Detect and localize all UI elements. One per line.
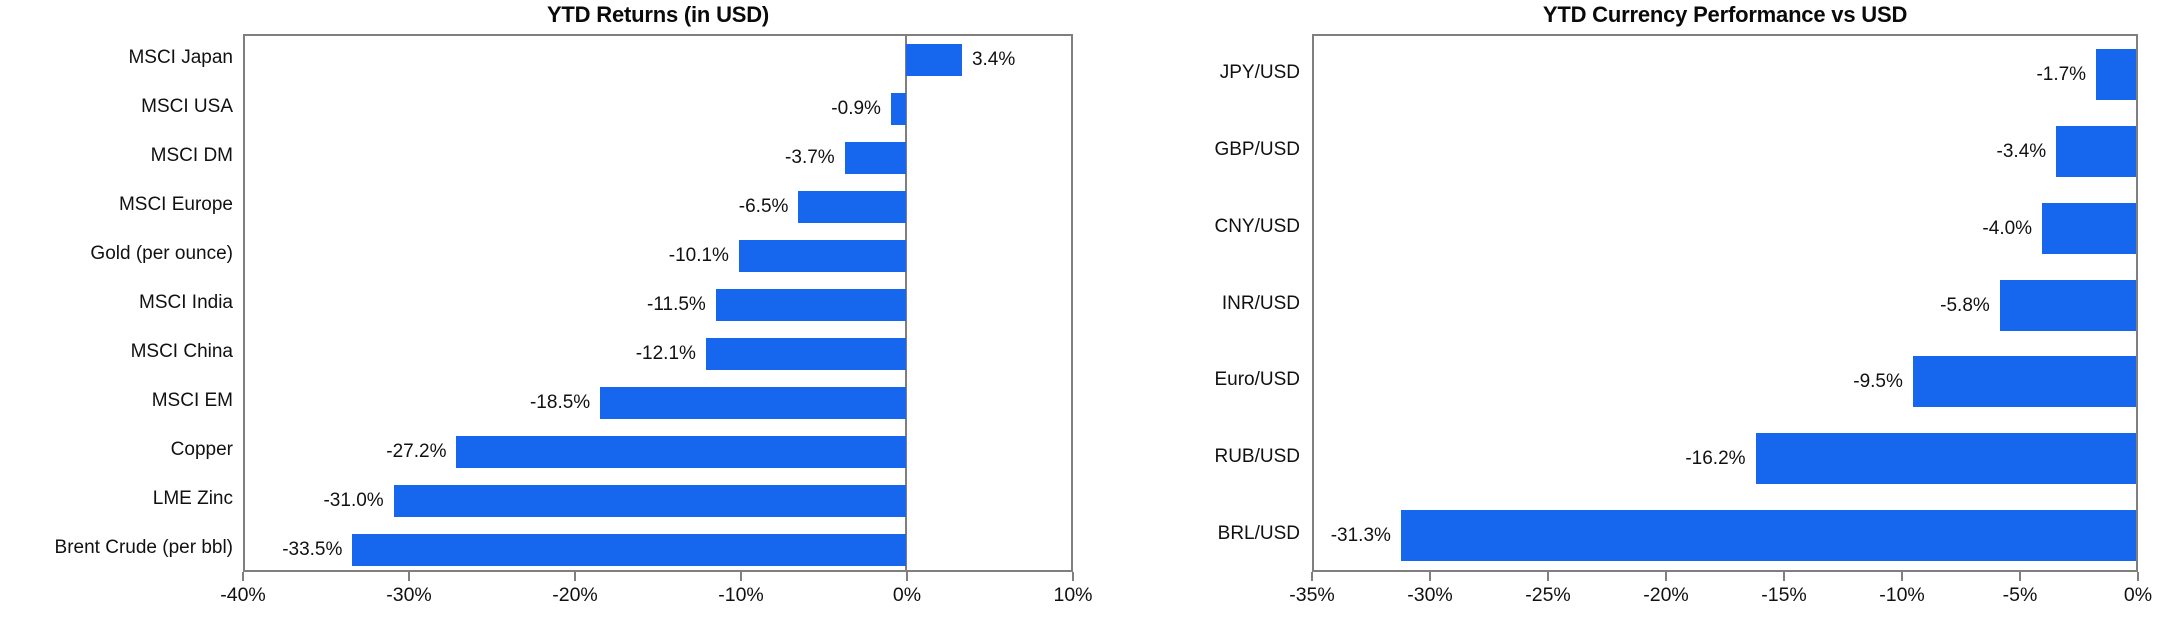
category-label: MSCI DM [150,145,233,166]
x-tick-label: -30% [386,584,432,606]
value-label: -31.3% [1330,524,1391,546]
bar [715,289,906,321]
x-tick-label: -25% [1525,584,1571,606]
x-tick-mark [2137,572,2139,581]
x-tick-label: -10% [718,584,764,606]
value-label: -12.1% [635,343,696,364]
x-tick-label: -20% [1643,584,1689,606]
bar [352,534,906,566]
bar [2042,203,2136,254]
category-label: CNY/USD [1214,215,1300,237]
value-label: -33.5% [282,539,343,560]
bar [844,142,906,174]
category-label: Euro/USD [1214,368,1300,390]
bar [905,44,962,76]
value-label: -6.5% [738,196,789,217]
bar [738,240,906,272]
x-tick-mark [1311,572,1313,581]
x-tick-mark [906,572,908,581]
bar [393,485,906,517]
x-tick-mark [1429,572,1431,581]
category-label: GBP/USD [1214,138,1300,160]
x-tick-mark [740,572,742,581]
x-tick-label: -30% [1407,584,1453,606]
category-label: MSCI USA [141,96,233,117]
x-tick-label: -20% [552,584,598,606]
value-label: 3.4% [971,49,1016,70]
x-tick-mark [1547,572,1549,581]
category-label: Brent Crude (per bbl) [54,537,233,558]
x-tick-label: -40% [220,584,266,606]
value-label: -5.8% [1940,294,1990,316]
category-label: JPY/USD [1219,61,1300,83]
category-label: RUB/USD [1214,445,1300,467]
x-tick-mark [1072,572,1074,581]
x-tick-label: -10% [1879,584,1925,606]
value-label: -0.9% [831,98,881,119]
category-label: BRL/USD [1217,522,1300,544]
category-label: INR/USD [1221,292,1300,314]
bar [600,387,906,419]
x-tick-mark [1665,572,1667,581]
x-tick-label: -35% [1289,584,1335,606]
category-label: MSCI India [139,292,233,313]
plot-area: 3.4% -0.9% -3.7% -6.5% -10.1% -11.5% -12.1% -18… [243,34,1073,572]
x-tick-mark [1783,572,1785,581]
x-tick-mark [1901,572,1903,581]
category-label: MSCI China [130,341,233,362]
bar [798,191,906,223]
chart-ytd-returns: YTD Returns (in USD) MSCI Japan MSCI USA M… [0,0,1093,623]
zero-baseline [904,36,907,570]
category-label: MSCI Japan [128,47,233,68]
bar [1999,280,2136,331]
x-tick-mark [574,572,576,581]
bar [705,338,906,370]
x-tick-label: -5% [2002,584,2038,606]
value-label: -4.0% [1982,217,2033,239]
category-axis: JPY/USD GBP/USD CNY/USD INR/USD Euro/USD RUB/… [1080,34,1300,572]
value-label: -27.2% [386,441,447,462]
x-axis: -40% -30% -20% -10% 0% 10% [220,572,1093,622]
value-label: -18.5% [529,392,591,413]
x-tick-mark [242,572,244,581]
category-label: Copper [170,439,233,460]
bar [1755,433,2136,484]
x-tick-label: 0% [892,584,922,606]
value-label: -3.7% [785,147,835,168]
bar [2056,126,2136,177]
category-label: LME Zinc [152,488,233,509]
category-axis: MSCI Japan MSCI USA MSCI DM MSCI Europe Gold… [0,34,233,572]
bar [456,436,906,468]
chart-title: YTD Currency Performance vs USD [1542,2,1908,27]
value-label: -31.0% [323,490,384,511]
chart-title: YTD Returns (in USD) [546,2,770,27]
value-label: -3.4% [1996,140,2047,162]
value-label: -9.5% [1853,370,1903,392]
x-tick-mark [408,572,410,581]
bar [2096,49,2136,100]
category-label: MSCI EM [151,390,233,411]
bar [1912,356,2136,407]
x-tick-label: 0% [2123,584,2153,606]
value-label: -1.7% [2036,63,2087,85]
plot-area: -1.7% -3.4% -4.0% -5.8% -9.5% -16.2% -31.3% [1312,34,2138,572]
x-tick-mark [2019,572,2021,581]
value-label: -10.1% [668,245,729,266]
value-label: -16.2% [1685,447,1746,469]
x-tick-label: 10% [1053,584,1093,606]
value-label: -11.5% [647,294,706,315]
bar [1400,510,2136,561]
chart-ytd-currency: YTD Currency Performance vs USD JPY/USD G… [1080,0,2162,623]
x-axis: -35% -30% -25% -20% -15% -10% -5% 0% [1289,572,2152,622]
bar [890,93,906,125]
x-tick-label: -15% [1761,584,1807,606]
category-label: Gold (per ounce) [90,243,233,264]
category-label: MSCI Europe [118,194,233,215]
